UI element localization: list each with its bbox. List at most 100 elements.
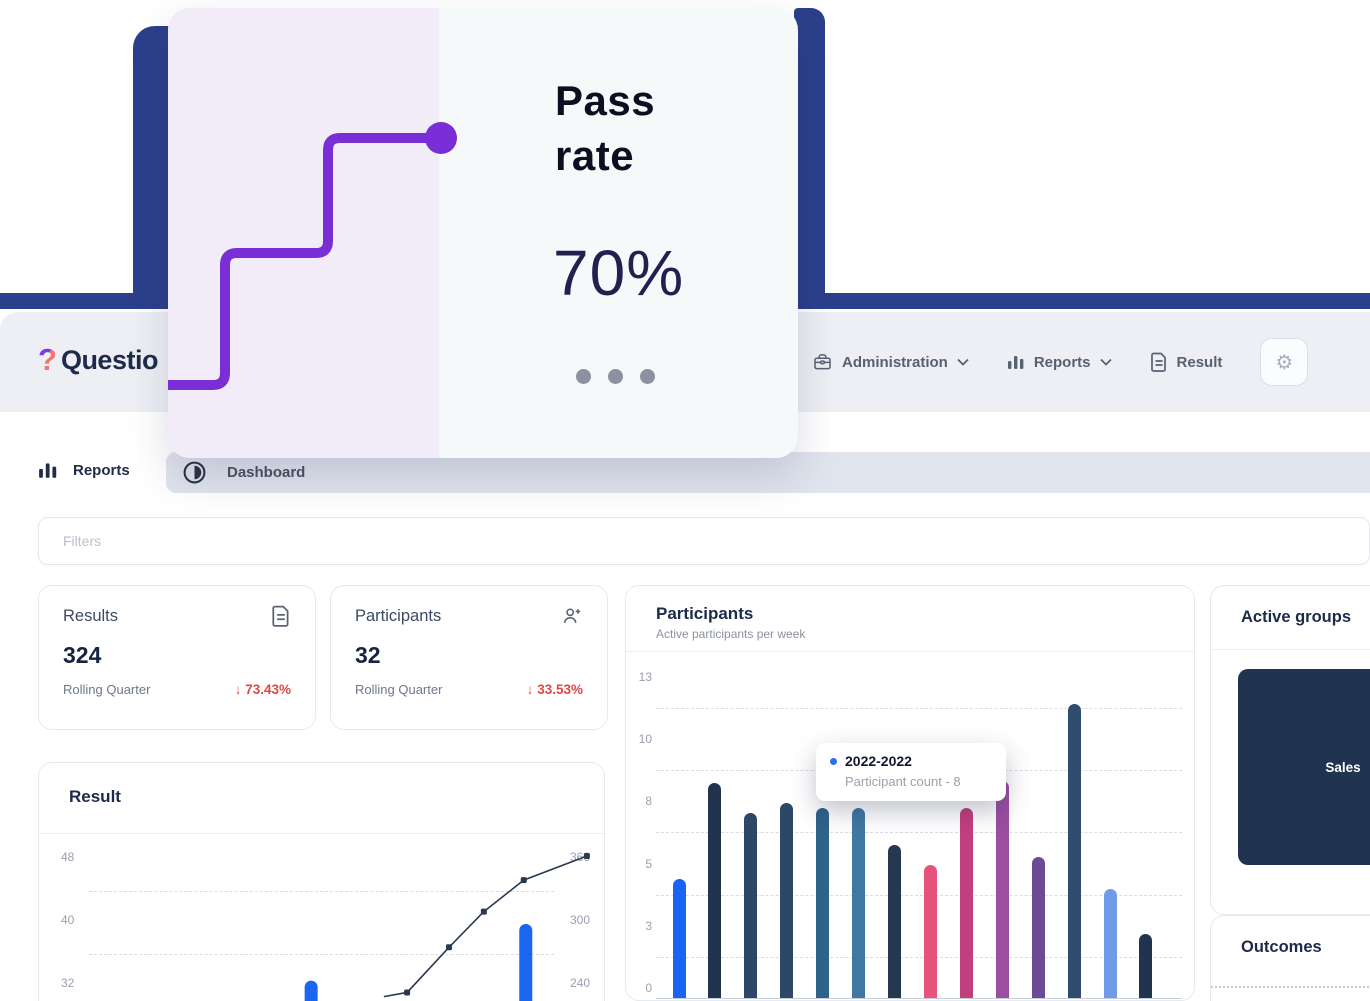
- stat-period: Rolling Quarter: [63, 682, 151, 697]
- step-line-illustration: [168, 122, 457, 390]
- participants-bar[interactable]: [852, 807, 866, 998]
- participants-bar[interactable]: [816, 807, 830, 998]
- participants-bar[interactable]: [780, 802, 794, 998]
- left-axis-tick: 40: [61, 913, 75, 927]
- person-add-icon: [563, 608, 581, 623]
- participants-bar[interactable]: [1139, 933, 1153, 998]
- brand-logo[interactable]: ? Questio: [38, 342, 158, 378]
- divider: [1211, 649, 1370, 650]
- stat-title: Results: [63, 606, 119, 625]
- result-line-point[interactable]: [480, 908, 487, 915]
- nav-item-reports[interactable]: Reports: [1007, 353, 1112, 371]
- document-icon: [272, 605, 289, 627]
- pass-rate-value: 70%: [553, 237, 685, 309]
- y-axis-tick: 3: [645, 918, 652, 933]
- left-axis-tick: 32: [61, 976, 75, 990]
- gridline: [656, 894, 1182, 896]
- result-chart-card: Result 48 40 32 360 300 240: [38, 762, 605, 1001]
- active-groups-card: Active groups Sales: [1210, 585, 1370, 915]
- result-bar[interactable]: [519, 923, 533, 1001]
- result-line-point[interactable]: [404, 989, 411, 996]
- section-reports[interactable]: Reports: [38, 460, 130, 480]
- result-line-point[interactable]: [446, 944, 453, 951]
- participants-bar[interactable]: [1031, 857, 1045, 998]
- x-axis-line: [656, 998, 1182, 999]
- nav-label: Administration: [842, 353, 948, 371]
- stat-delta-down: ↓ 73.43%: [234, 682, 291, 697]
- right-axis-tick: 300: [569, 913, 590, 927]
- brand-name: Questio: [60, 344, 159, 375]
- result-bar[interactable]: [304, 980, 318, 1001]
- y-axis-tick: 0: [645, 981, 652, 995]
- divider: [39, 833, 604, 834]
- decorative-navy-band-right: [794, 8, 825, 296]
- participants-bar[interactable]: [672, 879, 686, 998]
- gridline: [89, 891, 554, 892]
- chevron-down-icon: [1099, 358, 1112, 366]
- nav-label: Result: [1176, 353, 1223, 371]
- tooltip-series-label: 2022-2022: [845, 753, 912, 769]
- stat-card-results: Results 324 Rolling Quarter ↓ 73.43%: [38, 585, 316, 730]
- tooltip-series-dot: [830, 757, 837, 765]
- stat-delta-down: ↓ 33.53%: [526, 682, 583, 697]
- outcomes-card: Outcomes: [1210, 915, 1370, 1001]
- nav-item-result[interactable]: Result: [1150, 352, 1223, 372]
- chevron-down-icon: [957, 358, 969, 366]
- participants-bar[interactable]: [708, 783, 722, 998]
- participants-bar[interactable]: [1103, 889, 1117, 998]
- carousel-dots[interactable]: [576, 369, 655, 384]
- treemap-cell-label: Sales: [1325, 759, 1361, 775]
- participants-bar[interactable]: [923, 864, 937, 998]
- settings-button[interactable]: ⚙: [1260, 338, 1309, 386]
- donut-icon: [183, 461, 206, 484]
- tab-strip: Dashboard: [166, 452, 1370, 493]
- gridline: [656, 832, 1182, 834]
- chart-title: Result: [69, 787, 121, 806]
- gear-icon: ⚙: [1275, 351, 1294, 374]
- tab-dashboard[interactable]: Dashboard: [182, 460, 305, 485]
- participants-bar[interactable]: [888, 844, 902, 998]
- y-axis-tick: 8: [645, 794, 652, 809]
- stat-period: Rolling Quarter: [355, 682, 443, 697]
- participants-bar[interactable]: [959, 807, 973, 998]
- stat-title: Participants: [355, 606, 442, 625]
- divider: [626, 651, 1194, 652]
- filters-input[interactable]: Filters: [38, 517, 1370, 565]
- treemap-cell-sales[interactable]: Sales: [1238, 669, 1370, 865]
- chart-title: Participants: [656, 604, 754, 623]
- carousel-dot[interactable]: [640, 369, 655, 384]
- participants-bar[interactable]: [1067, 704, 1081, 998]
- bar-chart-icon: [1007, 356, 1024, 369]
- gridline: [656, 708, 1182, 709]
- carousel-dot[interactable]: [608, 369, 623, 384]
- y-axis-tick: 10: [638, 732, 652, 747]
- y-axis-tick: 13: [638, 670, 652, 684]
- document-icon: [1150, 352, 1166, 372]
- stat-value: 324: [63, 642, 102, 668]
- left-axis-tick: 48: [61, 850, 75, 864]
- participants-chart-card: Participants Active participants per wee…: [625, 585, 1195, 1001]
- stat-value: 32: [355, 642, 381, 668]
- result-line-point[interactable]: [583, 852, 590, 859]
- bar-chart-icon: [39, 463, 57, 478]
- dotted-divider: [1211, 986, 1370, 988]
- nav-menu: Administration Reports Result ⚙: [812, 312, 1309, 412]
- tab-label: Dashboard: [227, 464, 306, 481]
- participants-bar[interactable]: [744, 812, 758, 998]
- carousel-dot[interactable]: [576, 369, 591, 384]
- tooltip-value-text: Participant count - 8: [845, 774, 961, 789]
- gridline: [89, 954, 554, 955]
- nav-item-administration[interactable]: Administration: [812, 352, 969, 372]
- gridline: [656, 956, 1182, 958]
- result-line-point[interactable]: [520, 877, 527, 884]
- card-title: Active groups: [1241, 608, 1352, 626]
- card-title: Outcomes: [1241, 938, 1322, 956]
- briefcase-icon: [814, 354, 831, 370]
- participants-bar[interactable]: [995, 780, 1009, 998]
- stat-card-participants: Participants 32 Rolling Quarter ↓ 33.53%: [330, 585, 608, 730]
- question-mark-logo-icon: ?: [38, 342, 57, 377]
- pass-rate-title: Pass rate: [555, 77, 656, 179]
- right-axis-tick: 240: [569, 976, 590, 990]
- result-line: [383, 855, 588, 998]
